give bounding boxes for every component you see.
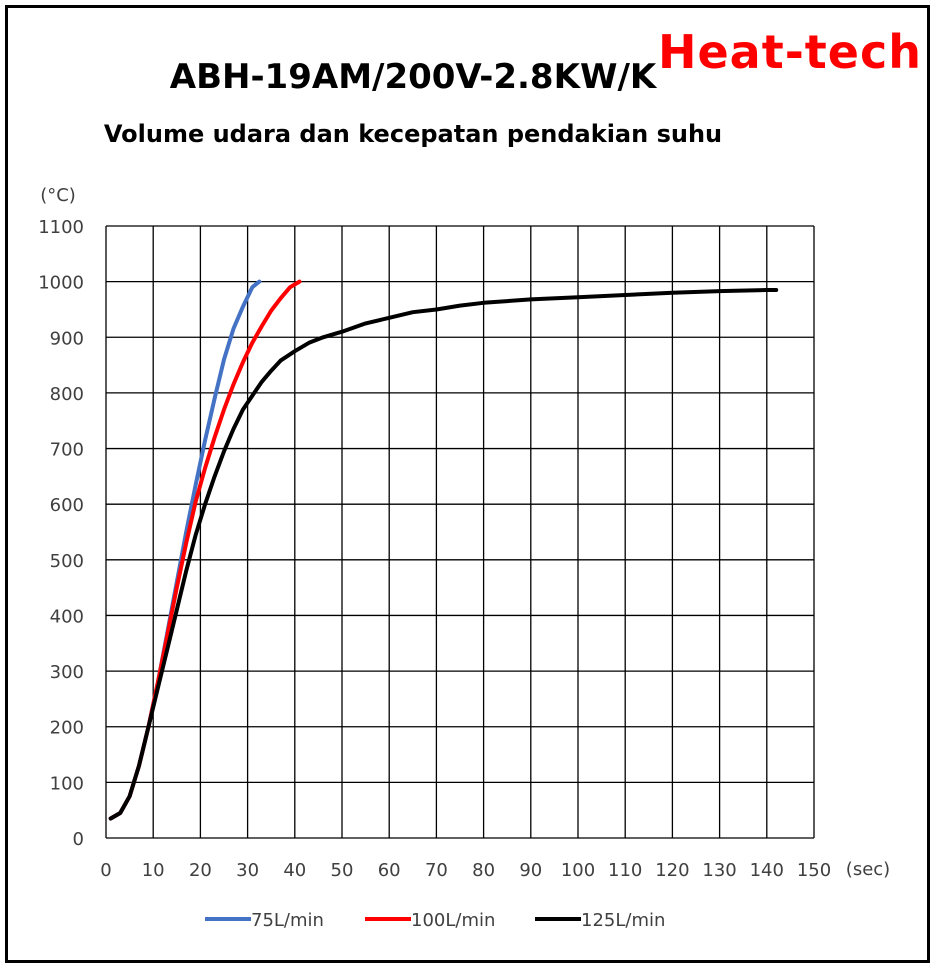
x-tick-label-8: 80 bbox=[472, 860, 495, 881]
series-line-2 bbox=[108, 288, 779, 821]
x-tick-label-14: 140 bbox=[750, 860, 784, 881]
x-tick-label-11: 110 bbox=[608, 860, 642, 881]
y-tick-label-9: 900 bbox=[50, 328, 84, 349]
legend-label-0: 75L/min bbox=[251, 910, 324, 931]
series-line-1 bbox=[108, 279, 302, 821]
x-tick-label-3: 30 bbox=[236, 860, 259, 881]
x-tick-label-10: 100 bbox=[561, 860, 595, 881]
x-tick-label-0: 0 bbox=[100, 860, 111, 881]
chart-frame bbox=[5, 5, 930, 963]
chart-subtitle: Volume udara dan kecepatan pendakian suh… bbox=[104, 120, 722, 148]
x-tick-label-13: 130 bbox=[702, 860, 736, 881]
x-tick-label-2: 20 bbox=[189, 860, 212, 881]
chart-title: ABH-19AM/200V-2.8KW/K bbox=[170, 57, 658, 97]
y-tick-label-2: 200 bbox=[50, 718, 84, 739]
y-tick-labels: 0 100 200 300 400 500 600 700 800 900 1000 1100 bbox=[38, 217, 84, 850]
x-tick-label-15: 150 bbox=[797, 860, 831, 881]
y-tick-label-8: 800 bbox=[50, 384, 84, 405]
y-tick-label-5: 500 bbox=[50, 551, 84, 572]
x-tick-label-7: 70 bbox=[425, 860, 448, 881]
legend-label-1: 100L/min bbox=[411, 910, 495, 931]
x-tick-labels: 0 10 20 30 40 50 60 70 80 90 100 110 120 130 140 150 bbox=[100, 860, 831, 881]
x-tick-label-5: 50 bbox=[331, 860, 354, 881]
y-tick-label-3: 300 bbox=[50, 662, 84, 683]
x-tick-label-9: 90 bbox=[519, 860, 542, 881]
x-tick-label-4: 40 bbox=[283, 860, 306, 881]
x-tick-label-6: 60 bbox=[378, 860, 401, 881]
y-tick-label-4: 400 bbox=[50, 606, 84, 627]
grid-lines bbox=[105, 225, 815, 839]
legend-label-2: 125L/min bbox=[581, 910, 665, 931]
x-axis-unit-label: (sec) bbox=[846, 859, 890, 880]
y-tick-label-0: 0 bbox=[73, 829, 84, 850]
y-tick-label-10: 1000 bbox=[38, 273, 84, 294]
y-tick-label-7: 700 bbox=[50, 440, 84, 461]
series-lines bbox=[108, 279, 779, 821]
x-tick-label-1: 10 bbox=[142, 860, 165, 881]
y-tick-label-1: 100 bbox=[50, 773, 84, 794]
x-tick-label-12: 120 bbox=[655, 860, 689, 881]
y-tick-label-6: 600 bbox=[50, 495, 84, 516]
y-axis-unit-label: (°C) bbox=[40, 185, 76, 206]
y-tick-label-11: 1100 bbox=[38, 217, 84, 238]
brand-logo: Heat-tech bbox=[658, 25, 922, 79]
legend: 75L/min 100L/min 125L/min bbox=[205, 910, 665, 931]
